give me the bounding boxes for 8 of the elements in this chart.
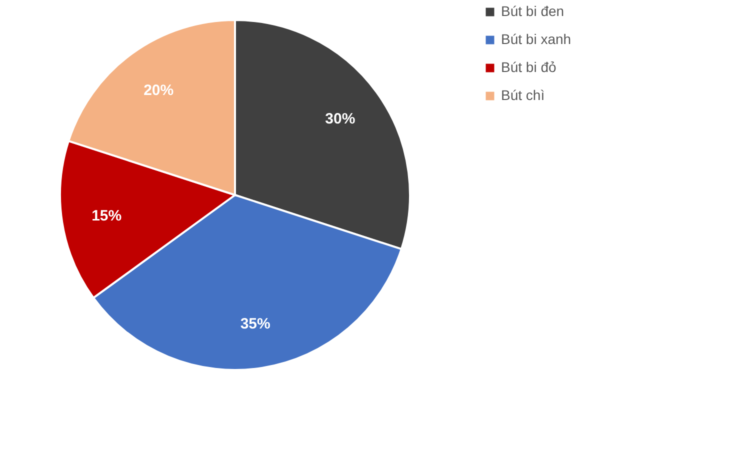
data-label: 15% xyxy=(92,207,122,224)
legend-label: Bút bi đỏ xyxy=(501,59,556,75)
data-label: 35% xyxy=(240,315,270,332)
legend-label: Bút bi xanh xyxy=(501,31,572,47)
data-label: 20% xyxy=(144,82,174,99)
data-label: 30% xyxy=(325,110,356,128)
legend-label: Bút bi đen xyxy=(501,3,564,19)
legend-label: Bút chì xyxy=(501,87,545,103)
